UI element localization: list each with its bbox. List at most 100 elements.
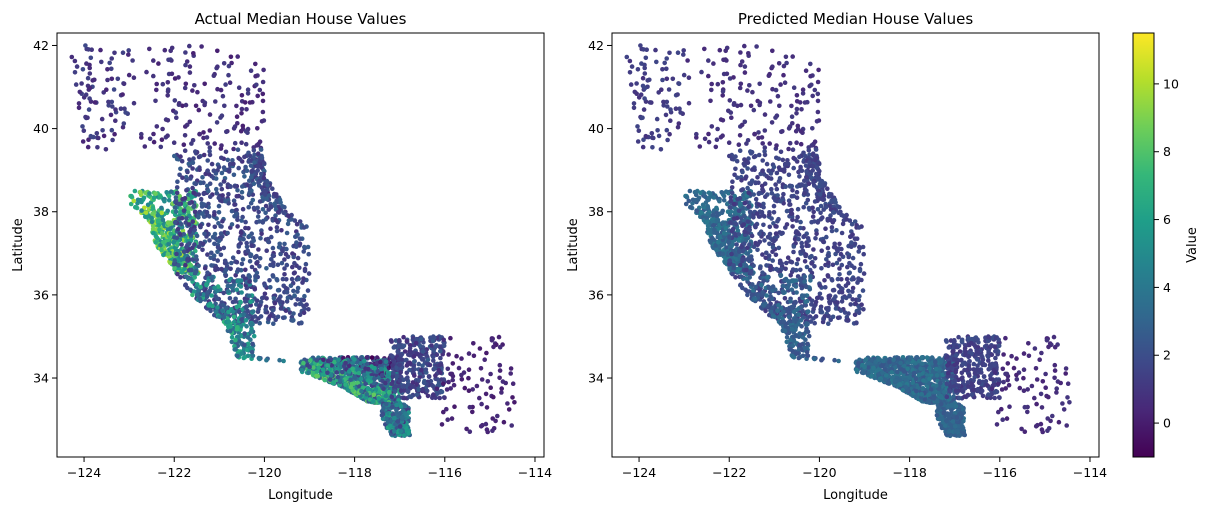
scatter-point (237, 236, 243, 242)
scatter-point (242, 100, 248, 105)
scatter-point (215, 288, 220, 294)
scatter-point (191, 190, 196, 196)
scatter-point (267, 278, 272, 283)
scatter-point (398, 370, 404, 375)
scatter-point (184, 59, 190, 64)
scatter-point (233, 337, 238, 343)
scatter-point (248, 253, 253, 259)
scatter-point (812, 255, 818, 261)
scatter-point (219, 143, 224, 148)
scatter-point (739, 178, 744, 183)
scatter-point (399, 344, 405, 350)
scatter-point (244, 240, 249, 246)
y-tick-label: 36 (33, 287, 49, 302)
scatter-point (640, 75, 646, 81)
scatter-point (397, 424, 403, 429)
scatter-point (263, 203, 269, 209)
scatter-point (165, 80, 171, 85)
scatter-point (825, 186, 830, 191)
scatter-point (191, 51, 196, 56)
scatter-point (147, 46, 152, 52)
scatter-point (724, 71, 730, 77)
scatter-point (834, 228, 839, 233)
scatter-point (196, 107, 202, 113)
scatter-point (763, 255, 768, 261)
scatter-point (96, 135, 101, 141)
scatter-point (356, 370, 362, 376)
scatter-point (795, 257, 801, 262)
scatter-point (131, 100, 137, 106)
scatter-point (837, 266, 842, 271)
scatter-point (173, 209, 179, 214)
scatter-point (190, 138, 196, 143)
scatter-point (268, 205, 274, 210)
scatter-point (87, 85, 93, 91)
scatter-point (274, 194, 279, 199)
scatter-point (211, 234, 216, 240)
scatter-point (190, 185, 195, 191)
scatter-point (303, 261, 309, 267)
scatter-point (154, 81, 159, 87)
scatter-point (683, 201, 689, 207)
scatter-point (726, 240, 731, 245)
scatter-point (80, 139, 86, 144)
scatter-point (234, 114, 240, 119)
scatter-point (278, 306, 284, 311)
scatter-point (369, 355, 375, 360)
scatter-point (182, 202, 187, 207)
scatter-point (735, 175, 740, 180)
scatter-point (211, 253, 217, 258)
scatter-point (198, 196, 204, 202)
scatter-point (301, 310, 307, 316)
scatter-point (186, 209, 191, 215)
scatter-point (815, 79, 821, 85)
scatter-point (462, 385, 468, 391)
scatter-point (88, 133, 94, 139)
scatter-point (257, 356, 262, 362)
scatter-point (306, 271, 312, 276)
scatter-point (714, 205, 719, 211)
scatter-point (95, 145, 100, 150)
scatter-point (175, 271, 180, 277)
scatter-point (812, 87, 818, 93)
scatter-point (401, 334, 406, 340)
scatter-point (291, 317, 296, 323)
scatter-point (198, 284, 203, 290)
scatter-point (414, 351, 420, 357)
scatter-point (410, 380, 416, 385)
scatter-point (250, 321, 255, 327)
scatter-point (444, 406, 449, 412)
scatter-point (87, 71, 93, 76)
scatter-point (284, 230, 290, 236)
scatter-point (444, 387, 450, 392)
scatter-point (334, 370, 340, 375)
scatter-point (732, 251, 737, 257)
scatter-point (790, 121, 795, 126)
scatter-point (262, 291, 268, 297)
scatter-point (299, 320, 304, 326)
scatter-point (273, 317, 279, 323)
scatter-point (396, 338, 402, 343)
scatter-point (169, 71, 175, 77)
scatter-point (810, 93, 815, 99)
scatter-point (399, 357, 405, 362)
scatter-point (306, 307, 311, 312)
scatter-point (729, 190, 735, 196)
scatter-point (176, 201, 182, 207)
scatter-point (202, 265, 208, 271)
scatter-point (239, 106, 245, 112)
scatter-point (180, 103, 185, 109)
x-tick-label: −116 (428, 465, 462, 480)
scatter-point (216, 164, 222, 170)
scatter-point (275, 262, 281, 268)
scatter-point (466, 367, 472, 373)
scatter-point (383, 359, 389, 365)
scatter-point (715, 126, 720, 132)
scatter-point (768, 99, 773, 104)
scatter-point (230, 158, 235, 163)
scatter-point (787, 184, 793, 189)
scatter-point (292, 270, 298, 276)
scatter-point (782, 296, 788, 301)
scatter-point (201, 152, 207, 158)
scatter-point (199, 211, 205, 216)
